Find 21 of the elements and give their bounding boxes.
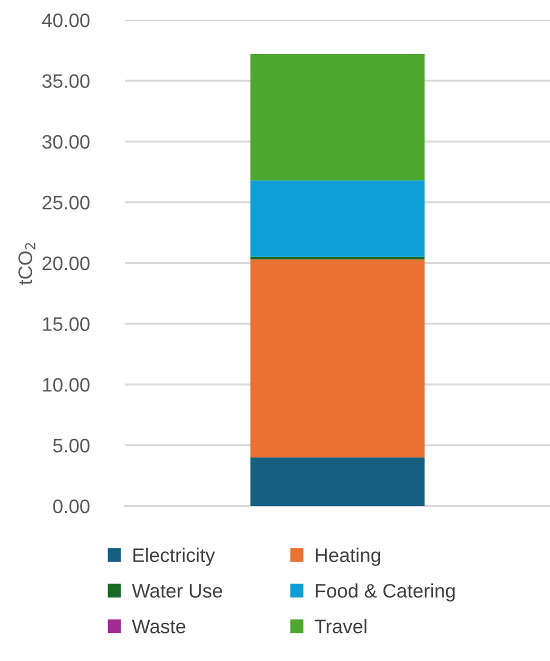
y-tick-label: 10.00 (43, 378, 90, 392)
bar (250, 54, 425, 180)
y-tick-label: 40.00 (42, 13, 90, 28)
legend-label: Waste (132, 620, 186, 634)
y-tick-label: 20.00 (42, 256, 90, 270)
legend-label: Electricity (133, 548, 215, 566)
legend-label: Water Use (132, 584, 222, 598)
bar (250, 256, 425, 260)
legend-label: Heating (316, 548, 380, 566)
y-tick-label: 25.00 (42, 196, 90, 210)
y-axis-title: tCO$_{2}$ (18, 243, 36, 285)
bar (250, 259, 425, 458)
legend-label: Travel (314, 619, 366, 634)
y-tick-label: 5.00 (53, 438, 90, 452)
bar (250, 457, 425, 506)
y-tick-label: 30.00 (42, 134, 90, 149)
y-tick-label: 35.00 (42, 74, 90, 88)
y-tick-label: 15.00 (43, 317, 90, 331)
y-tick-label: 0.00 (53, 499, 90, 514)
legend-label: Food & Catering (316, 583, 455, 602)
bar (250, 180, 425, 257)
